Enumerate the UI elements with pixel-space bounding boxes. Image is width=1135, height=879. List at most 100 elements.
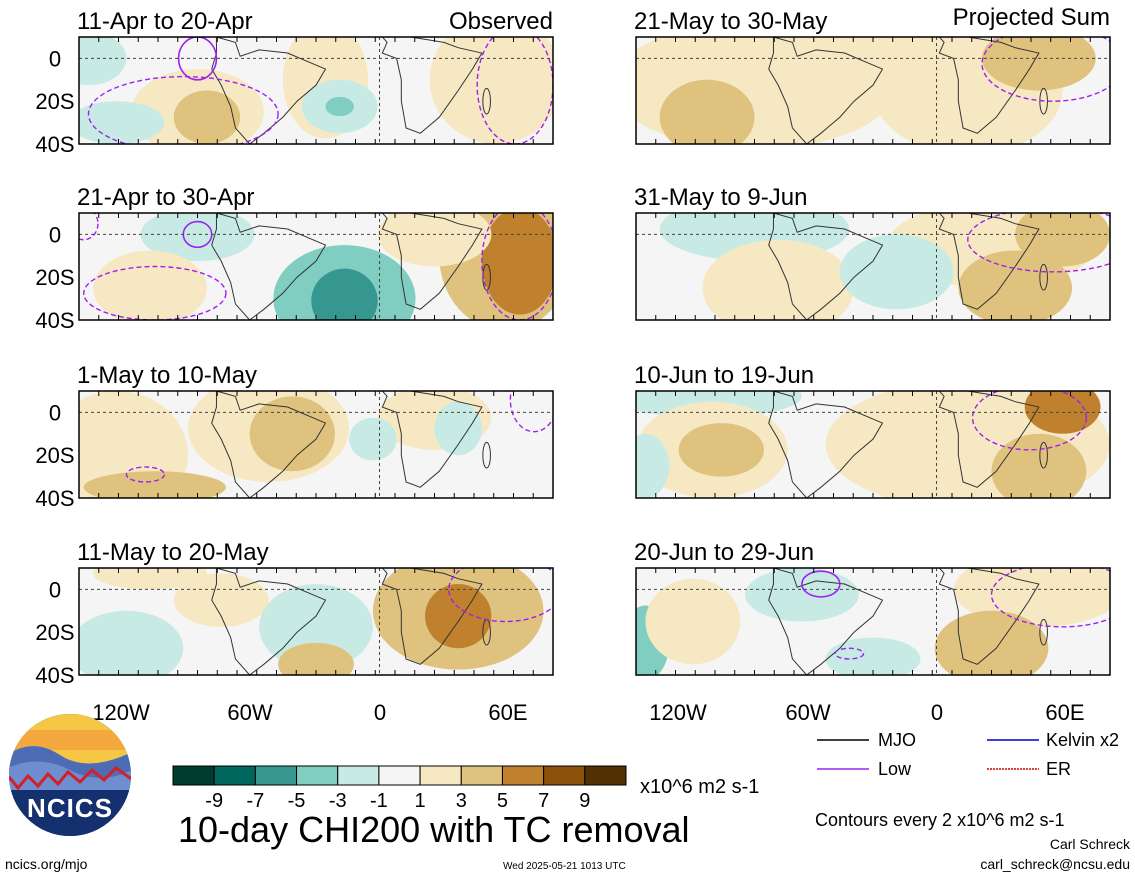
lat-label: 40S bbox=[35, 663, 74, 688]
anomaly-region bbox=[702, 239, 855, 320]
map-panel-left-4: 11-May to 20-May 0 20S 40S bbox=[35, 539, 554, 688]
colorbar-swatch bbox=[419, 765, 462, 786]
logo-text: NCICS bbox=[27, 793, 113, 823]
africa-outline bbox=[381, 37, 483, 134]
lat-label: 40S bbox=[35, 132, 74, 157]
americas-outline bbox=[768, 391, 884, 498]
panel-title: 20-Jun to 29-Jun bbox=[634, 539, 814, 566]
colorbar-label: 3 bbox=[456, 790, 467, 812]
lon-label-60w-left: 60W bbox=[227, 700, 272, 725]
chi200-anomaly-field bbox=[659, 213, 1110, 320]
colorbar-label: 5 bbox=[497, 790, 508, 812]
panel-title: 10-Jun to 19-Jun bbox=[634, 362, 814, 389]
anomaly-region bbox=[429, 37, 553, 144]
colorbar-label: 9 bbox=[579, 790, 590, 812]
anomaly-region bbox=[325, 96, 354, 117]
map-panel-right-3: 10-Jun to 19-Jun bbox=[634, 362, 1111, 499]
main-title: 10-day CHI200 with TC removal bbox=[178, 809, 690, 850]
panel-title: 31-May to 9-Jun bbox=[634, 184, 807, 211]
anomaly-region bbox=[83, 471, 226, 498]
ncics-logo: NCICS bbox=[9, 714, 131, 836]
madagascar-outline bbox=[1039, 263, 1048, 291]
anomaly-region bbox=[173, 90, 241, 144]
panel-title: 21-May to 30-May bbox=[634, 8, 827, 35]
anomaly-region bbox=[825, 637, 921, 675]
low-contour bbox=[125, 466, 166, 483]
anomaly-region bbox=[839, 234, 954, 310]
map-panel-left-3: 1-May to 10-May 0 20S 40S bbox=[35, 362, 554, 511]
africa-outline bbox=[938, 391, 1040, 488]
lon-label-0-right: 0 bbox=[931, 700, 943, 725]
anomaly-region bbox=[425, 584, 492, 649]
wave-legend: MJO Kelvin x2 Low ER bbox=[817, 730, 1119, 779]
anomaly-region bbox=[349, 417, 397, 461]
lat-label: 0 bbox=[49, 400, 61, 425]
map-panel-left-1: 11-Apr to 20-Apr 0 20S 40S bbox=[35, 8, 554, 157]
africa-outline bbox=[938, 213, 1040, 310]
madagascar-outline bbox=[482, 441, 491, 469]
americas-outline bbox=[768, 568, 884, 675]
projected-header: Projected Sum bbox=[953, 4, 1110, 31]
anomaly-region bbox=[982, 37, 1096, 91]
low-contour bbox=[509, 391, 553, 433]
colorbar-labels: -9 -7 -5 -3 -1 1 3 5 7 9 bbox=[205, 790, 590, 812]
lat-label: 0 bbox=[49, 46, 61, 71]
anomaly-region bbox=[79, 610, 184, 675]
madagascar-outline bbox=[1039, 441, 1048, 469]
americas-outline bbox=[211, 568, 327, 675]
map-panel-left-2: 21-Apr to 30-Apr 0 20S 40S bbox=[35, 184, 554, 333]
lon-label-60w-right: 60W bbox=[785, 700, 830, 725]
anomaly-region bbox=[481, 213, 553, 315]
colorbar-swatch bbox=[213, 765, 256, 786]
anomaly-region bbox=[278, 642, 354, 675]
anomaly-region bbox=[311, 268, 378, 320]
anomaly-region bbox=[958, 250, 1073, 320]
africa-outline bbox=[938, 37, 1040, 134]
colorbar-label: -5 bbox=[288, 790, 306, 812]
low-contour bbox=[83, 265, 227, 320]
anomaly-region bbox=[79, 37, 127, 86]
colorbar-swatch bbox=[460, 765, 503, 786]
colorbar-label: 1 bbox=[415, 790, 426, 812]
lat-label: 20S bbox=[35, 443, 74, 468]
low-contour bbox=[967, 213, 1110, 273]
africa-outline bbox=[381, 568, 483, 665]
chi200-anomaly-field bbox=[79, 37, 553, 144]
lon-label-120w-right: 120W bbox=[649, 700, 707, 725]
colorbar-label: -7 bbox=[246, 790, 264, 812]
lat-label: 20S bbox=[35, 620, 74, 645]
anomaly-region bbox=[140, 213, 255, 262]
anomaly-region bbox=[79, 101, 165, 144]
africa-outline bbox=[381, 213, 483, 310]
chi200-anomaly-field bbox=[636, 37, 1110, 144]
colorbar-swatch bbox=[172, 765, 215, 786]
lat-label: 40S bbox=[35, 308, 74, 333]
anomaly-region bbox=[1015, 213, 1110, 267]
chi200-anomaly-field bbox=[636, 391, 1110, 498]
madagascar-outline bbox=[482, 87, 491, 115]
anomaly-region bbox=[636, 433, 670, 498]
lat-label: 0 bbox=[49, 577, 61, 602]
anomaly-region bbox=[93, 568, 207, 590]
colorbar-swatch bbox=[378, 765, 421, 786]
lat-label: 40S bbox=[35, 486, 74, 511]
colorbar-swatch bbox=[254, 765, 298, 786]
colorbar-label: -1 bbox=[370, 790, 388, 812]
colorbar-swatch bbox=[584, 765, 627, 786]
legend-label-kelvin: Kelvin x2 bbox=[1046, 730, 1119, 750]
lon-labels-right: 120W 60W 0 60E bbox=[649, 700, 1084, 725]
colorbar bbox=[172, 765, 627, 786]
colorbar-label: -3 bbox=[329, 790, 347, 812]
low-contour bbox=[87, 75, 279, 144]
anomaly-region bbox=[645, 578, 741, 665]
lon-label-0-left: 0 bbox=[374, 700, 386, 725]
colorbar-swatch bbox=[543, 765, 586, 786]
legend-label-er: ER bbox=[1046, 759, 1071, 779]
americas-outline bbox=[768, 37, 884, 144]
timestamp: Wed 2025-05-21 1013 UTC bbox=[503, 861, 626, 872]
anomaly-region bbox=[434, 401, 482, 456]
site-url: ncics.org/mjo bbox=[5, 856, 88, 872]
anomaly-region bbox=[1024, 391, 1101, 434]
low-contour bbox=[834, 647, 865, 660]
americas-outline bbox=[211, 213, 327, 320]
